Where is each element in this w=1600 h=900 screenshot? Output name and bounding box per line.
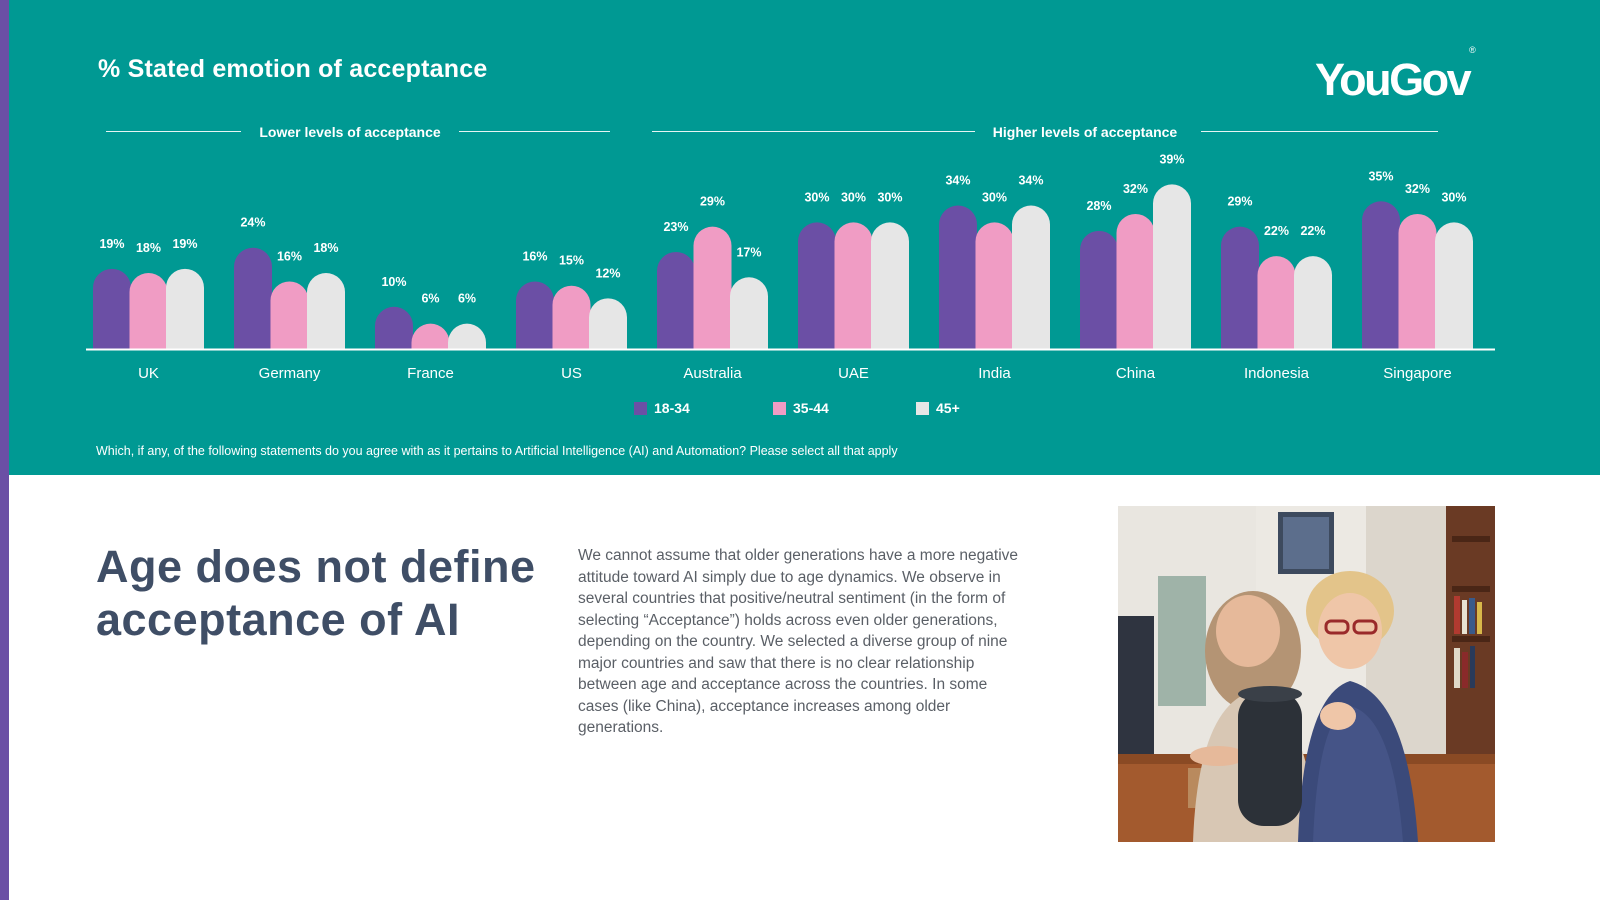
data-label-france-18-34: 10% (381, 275, 406, 289)
data-label-uk-35-44: 18% (136, 241, 161, 255)
left-accent-stripe (0, 0, 9, 900)
legend-item-35-44: 35-44 (773, 400, 829, 416)
legend-label-45-plus: 45+ (936, 400, 960, 416)
logo-registered-mark: ® (1469, 45, 1476, 55)
data-label-singapore-35-44: 32% (1405, 182, 1430, 196)
legend-item-18-34: 18-34 (634, 400, 690, 416)
x-tick-label-singapore: Singapore (1383, 365, 1451, 382)
data-label-china-35-44: 32% (1123, 182, 1148, 196)
bar-china-45 (1153, 184, 1191, 349)
data-label-france-35-44: 6% (421, 292, 439, 306)
bar-germany-18-34 (234, 247, 272, 349)
data-label-indonesia-45: 22% (1300, 224, 1325, 238)
higher-group-label: Higher levels of acceptance (992, 124, 1178, 140)
logo-text: YouGov (1315, 54, 1472, 105)
data-label-uae-45: 30% (877, 190, 902, 204)
bar-uae-35-44 (834, 222, 873, 349)
bar-singapore-35-44 (1398, 213, 1437, 349)
photo-illustration (1118, 506, 1495, 842)
data-label-uae-35-44: 30% (841, 190, 866, 204)
yougov-logo: YouGov® (1315, 45, 1476, 106)
bar-us-35-44 (552, 285, 591, 349)
data-label-australia-18-34: 23% (663, 220, 688, 234)
bar-chart: 19% 18% 19% UK 24% 16% 18% Germany 10% 6% 6% France… (86, 152, 1495, 382)
bar-singapore-45 (1435, 222, 1473, 349)
bar-india-18-34 (939, 205, 977, 349)
data-label-singapore-18-34: 35% (1368, 169, 1393, 183)
bar-indonesia-35-44 (1257, 256, 1296, 349)
data-label-indonesia-35-44: 22% (1264, 224, 1289, 238)
legend-swatch-18-34 (634, 401, 647, 415)
bar-indonesia-45 (1294, 256, 1332, 349)
bar-us-18-34 (516, 281, 554, 349)
lower-group-label: Lower levels of acceptance (259, 124, 441, 140)
bar-india-35-44 (975, 222, 1014, 349)
legend-swatch-35-44 (773, 401, 786, 415)
bar-uk-35-44 (129, 273, 168, 349)
data-label-france-45: 6% (458, 292, 476, 306)
bar-singapore-18-34 (1362, 201, 1400, 349)
x-tick-label-india: India (978, 365, 1011, 382)
x-tick-label-uk: UK (138, 365, 159, 382)
bar-india-45 (1012, 205, 1050, 349)
x-tick-label-us: US (561, 365, 582, 382)
data-label-germany-18-34: 24% (240, 216, 265, 230)
bar-france-18-34 (375, 306, 413, 349)
higher-group-rule-left (652, 131, 975, 132)
bar-china-35-44 (1116, 213, 1155, 349)
lower-group-rule-right (459, 131, 610, 132)
data-label-singapore-45: 30% (1441, 190, 1466, 204)
bar-australia-35-44 (693, 226, 732, 349)
bar-uk-45 (166, 268, 204, 349)
bar-france-45 (448, 323, 486, 349)
data-label-germany-45: 18% (313, 241, 338, 255)
bar-australia-45 (730, 277, 768, 349)
data-label-australia-45: 17% (736, 245, 761, 259)
x-tick-label-china: China (1116, 365, 1156, 382)
bar-uae-18-34 (798, 222, 836, 349)
x-tick-label-indonesia: Indonesia (1244, 365, 1310, 382)
data-label-uae-18-34: 30% (804, 190, 829, 204)
x-tick-label-uae: UAE (838, 365, 869, 382)
section-body-text: We cannot assume that older generations … (578, 547, 1019, 736)
photo-two-women-smart-speaker (1118, 506, 1495, 842)
lower-group-rule-left (106, 131, 241, 132)
data-label-uk-45: 19% (172, 237, 197, 251)
bar-australia-18-34 (657, 251, 695, 349)
bar-china-18-34 (1080, 230, 1118, 349)
bar-france-35-44 (411, 323, 450, 349)
data-label-indonesia-18-34: 29% (1227, 195, 1252, 209)
bar-indonesia-18-34 (1221, 226, 1259, 349)
bar-uk-18-34 (93, 268, 131, 349)
higher-group-rule-right (1201, 131, 1438, 132)
x-tick-label-germany: Germany (259, 365, 321, 382)
data-label-china-18-34: 28% (1086, 199, 1111, 213)
data-label-china-45: 39% (1159, 152, 1184, 166)
legend-label-18-34: 18-34 (654, 400, 690, 416)
bar-germany-35-44 (270, 281, 309, 349)
data-label-us-45: 12% (595, 266, 620, 280)
legend-item-45-plus: 45+ (916, 400, 960, 416)
x-tick-label-france: France (407, 365, 454, 382)
data-label-india-35-44: 30% (982, 190, 1007, 204)
x-tick-label-australia: Australia (683, 365, 742, 382)
survey-question: Which, if any, of the following statemen… (96, 444, 898, 458)
data-label-india-45: 34% (1018, 174, 1043, 188)
bar-germany-45 (307, 273, 345, 349)
data-label-india-18-34: 34% (945, 174, 970, 188)
legend-swatch-45-plus (916, 401, 929, 415)
data-label-us-35-44: 15% (559, 254, 584, 268)
bar-uae-45 (871, 222, 909, 349)
data-label-uk-18-34: 19% (99, 237, 124, 251)
section-headline: Age does not define acceptance of AI (96, 541, 536, 645)
chart-title: % Stated emotion of acceptance (98, 55, 488, 83)
legend-label-35-44: 35-44 (793, 400, 829, 416)
data-label-australia-35-44: 29% (700, 195, 725, 209)
data-label-us-18-34: 16% (522, 249, 547, 263)
data-label-germany-35-44: 16% (277, 249, 302, 263)
bar-us-45 (589, 298, 627, 349)
